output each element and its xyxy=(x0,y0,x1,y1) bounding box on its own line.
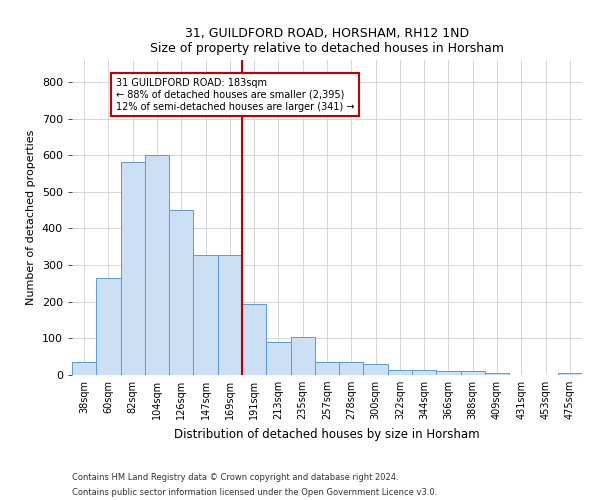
Title: 31, GUILDFORD ROAD, HORSHAM, RH12 1ND
Size of property relative to detached hous: 31, GUILDFORD ROAD, HORSHAM, RH12 1ND Si… xyxy=(150,26,504,54)
Bar xyxy=(388,370,412,375)
Bar xyxy=(290,338,315,375)
Bar xyxy=(412,370,436,375)
Bar xyxy=(315,362,339,375)
Bar xyxy=(436,370,461,375)
Bar xyxy=(461,372,485,375)
Bar xyxy=(558,373,582,375)
Text: 31 GUILDFORD ROAD: 183sqm
← 88% of detached houses are smaller (2,395)
12% of se: 31 GUILDFORD ROAD: 183sqm ← 88% of detac… xyxy=(116,78,354,112)
Bar xyxy=(96,278,121,375)
Bar xyxy=(266,342,290,375)
Bar xyxy=(242,304,266,375)
Bar xyxy=(339,362,364,375)
Text: Contains public sector information licensed under the Open Government Licence v3: Contains public sector information licen… xyxy=(72,488,437,497)
X-axis label: Distribution of detached houses by size in Horsham: Distribution of detached houses by size … xyxy=(174,428,480,440)
Bar xyxy=(72,362,96,375)
Bar xyxy=(218,255,242,375)
Bar xyxy=(121,162,145,375)
Y-axis label: Number of detached properties: Number of detached properties xyxy=(26,130,36,305)
Text: Contains HM Land Registry data © Crown copyright and database right 2024.: Contains HM Land Registry data © Crown c… xyxy=(72,473,398,482)
Bar xyxy=(485,373,509,375)
Bar xyxy=(364,364,388,375)
Bar xyxy=(145,155,169,375)
Bar xyxy=(193,255,218,375)
Bar xyxy=(169,210,193,375)
